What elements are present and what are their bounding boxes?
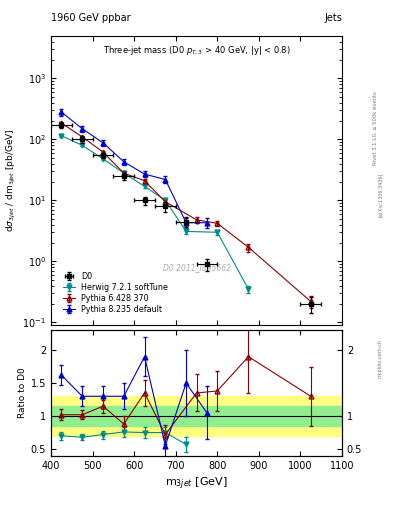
Text: D0 2011_I895662: D0 2011_I895662 [162, 263, 231, 272]
Legend: D0, Herwig 7.2.1 softTune, Pythia 6.428 370, Pythia 8.235 default: D0, Herwig 7.2.1 softTune, Pythia 6.428 … [61, 270, 169, 315]
Text: Jets: Jets [324, 13, 342, 23]
Y-axis label: Ratio to D0: Ratio to D0 [18, 368, 27, 418]
Text: [arXiv:1306.3436]: [arXiv:1306.3436] [378, 173, 383, 217]
Text: Three-jet mass (D0 $p_{T,3}$ > 40 GeV, |y| < 0.8): Three-jet mass (D0 $p_{T,3}$ > 40 GeV, |… [103, 45, 290, 57]
Text: Rivet 3.1.10, ≥ 500k events: Rivet 3.1.10, ≥ 500k events [373, 91, 378, 165]
X-axis label: m$_{3jet}$ [GeV]: m$_{3jet}$ [GeV] [165, 476, 228, 493]
Text: 1960 GeV ppbar: 1960 GeV ppbar [51, 13, 131, 23]
Text: mcplots.cern.ch: mcplots.cern.ch [378, 339, 383, 378]
Y-axis label: d$\sigma_{3jet}$ / dm$_{3jet}$ [pb/GeV]: d$\sigma_{3jet}$ / dm$_{3jet}$ [pb/GeV] [5, 129, 18, 232]
